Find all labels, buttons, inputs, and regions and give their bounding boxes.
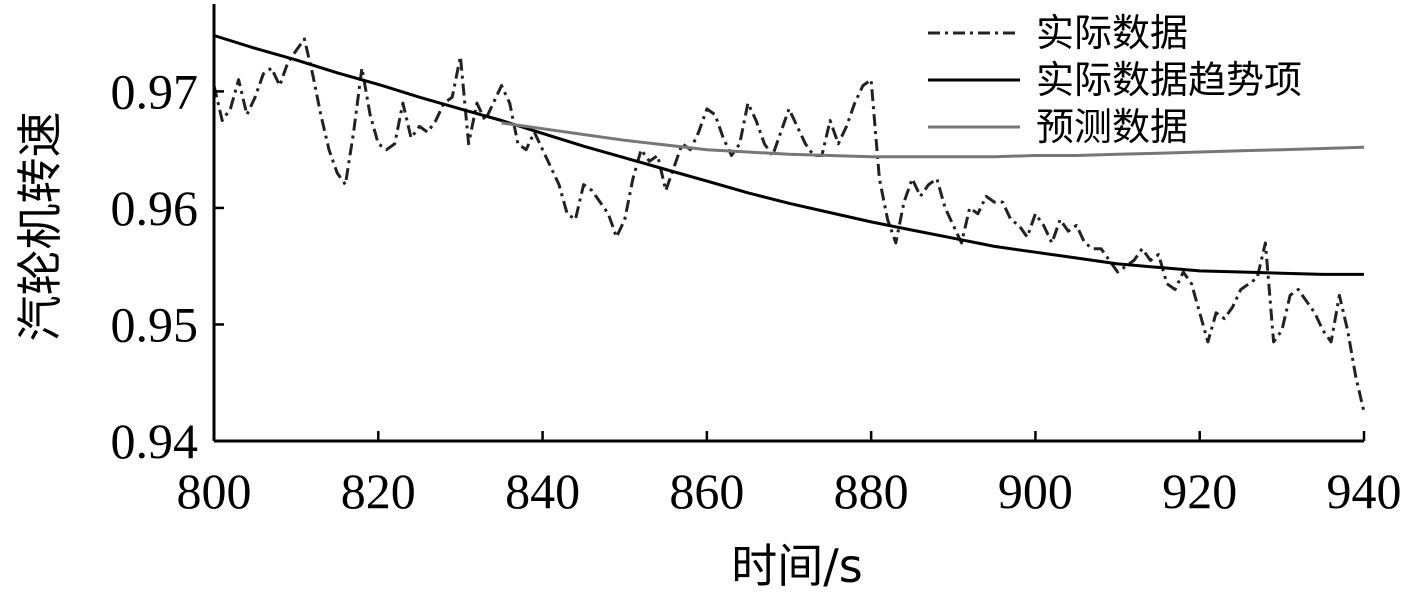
- legend-label-1: 实际数据: [1036, 11, 1188, 55]
- x-tick-label: 920: [1162, 463, 1237, 519]
- y-axis-title: 汽轮机转速: [13, 112, 67, 342]
- x-tick-label: 880: [834, 463, 909, 519]
- legend-label-2: 实际数据趋势项: [1036, 58, 1302, 102]
- y-tick-label: 0.97: [111, 63, 199, 119]
- ticks-layer: 800 820 840 860 880 900 920 940 0.94 0.95 0.96 0.97: [111, 63, 1402, 519]
- x-tick-label: 820: [341, 463, 416, 519]
- series-layer: [212, 34, 1366, 413]
- series-line-2: [213, 34, 1364, 276]
- x-tick-label: 900: [998, 463, 1073, 519]
- x-tick-label: 800: [177, 463, 252, 519]
- y-tick-label: 0.95: [111, 296, 199, 352]
- series-line-3: [501, 121, 1365, 159]
- x-tick-label: 840: [505, 463, 580, 519]
- y-tick-label: 0.94: [111, 413, 199, 469]
- x-tick-label: 940: [1327, 463, 1402, 519]
- y-tick-label: 0.96: [111, 180, 199, 236]
- series-line-1: [212, 37, 1366, 413]
- x-tick-label: 860: [669, 463, 744, 519]
- legend-label-3: 预测数据: [1036, 105, 1188, 149]
- axes-layer: [212, 4, 1364, 443]
- x-axis-title: 时间/s: [731, 539, 862, 593]
